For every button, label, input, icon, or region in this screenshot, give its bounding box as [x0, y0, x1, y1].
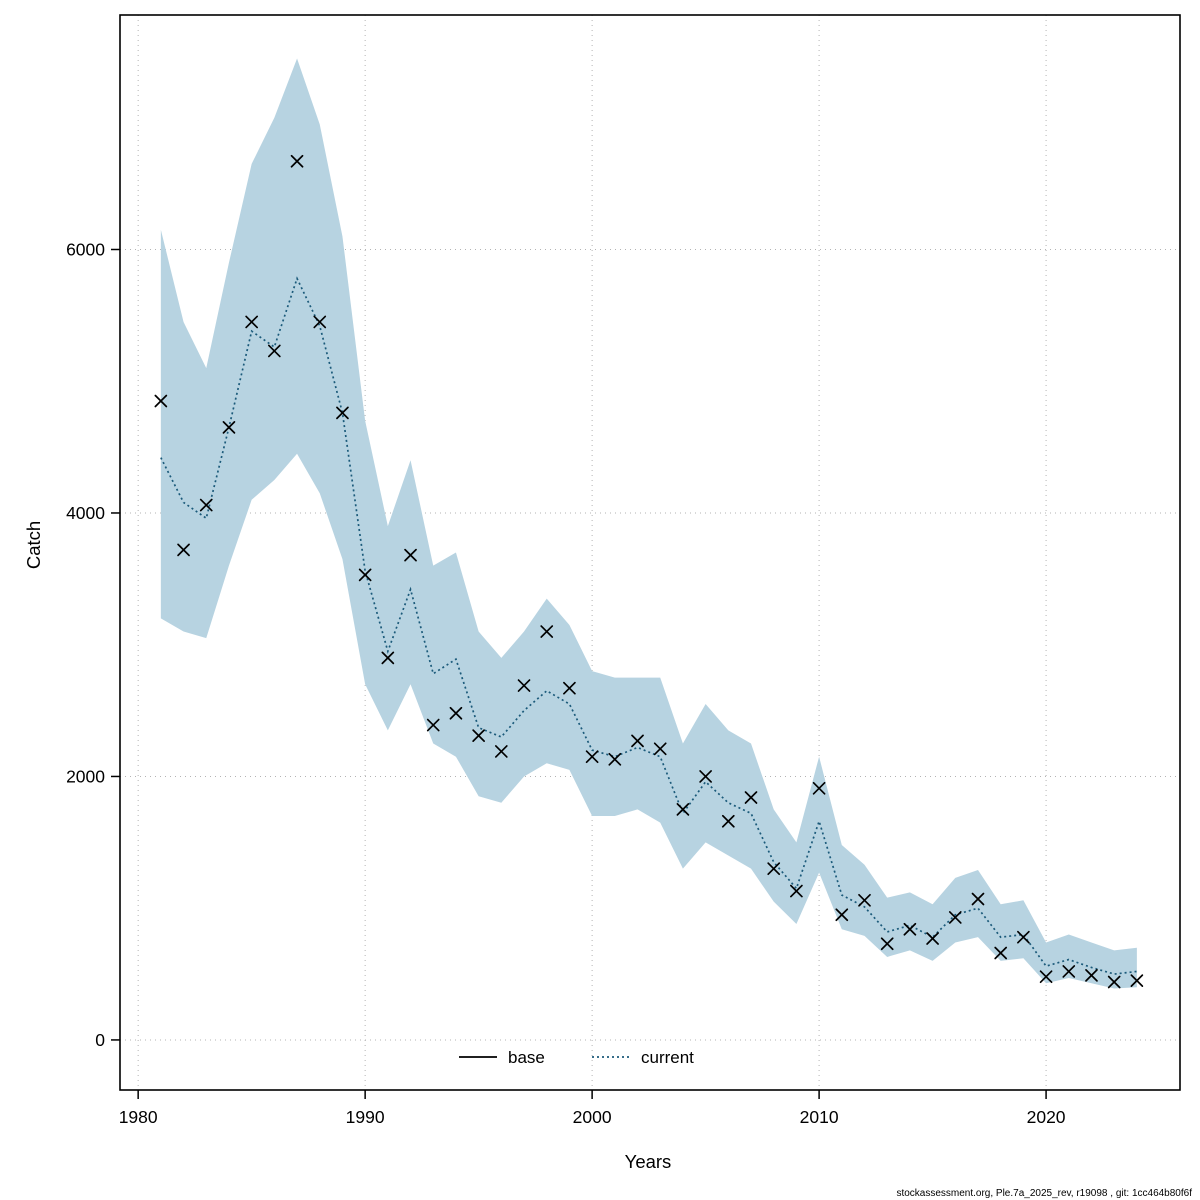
base-x-marker	[721, 814, 735, 828]
base-x-marker	[631, 734, 644, 748]
base-x-marker	[812, 781, 826, 795]
plot-frame	[119, 14, 1181, 1091]
base-x-marker	[381, 651, 395, 665]
x-tick-label: 2010	[800, 1107, 839, 1127]
base-x-marker	[608, 752, 622, 766]
base-x-marker	[1017, 930, 1030, 944]
base-x-marker	[199, 498, 213, 512]
base-x-marker	[177, 543, 190, 557]
x-tick-label: 2020	[1027, 1107, 1066, 1127]
axis-ticks: 1980 1990 2000 2010 2020 0 2000 4000 6000	[66, 239, 1066, 1127]
base-x-marker	[472, 729, 485, 742]
legend: base current	[459, 1048, 694, 1067]
base-x-marker	[1085, 969, 1098, 982]
legend-base-label: base	[508, 1048, 545, 1067]
y-tick-label: 6000	[66, 239, 105, 259]
base-x-marker	[494, 745, 508, 758]
base-markers	[154, 154, 1144, 989]
y-tick-label: 2000	[66, 766, 105, 786]
base-x-marker	[426, 718, 440, 732]
base-x-marker	[336, 406, 349, 420]
x-tick-label: 2000	[573, 1107, 612, 1127]
base-x-marker	[903, 922, 917, 936]
base-x-marker	[449, 706, 463, 720]
plot-border	[119, 14, 1181, 1091]
base-x-marker	[585, 750, 599, 764]
base-x-marker	[313, 315, 327, 329]
base-x-marker	[517, 679, 531, 692]
base-x-marker	[267, 344, 281, 358]
base-x-marker	[222, 420, 236, 434]
base-x-marker	[744, 791, 758, 804]
base-x-marker	[835, 908, 849, 922]
base-x-marker	[1039, 970, 1053, 984]
base-x-marker	[880, 937, 894, 951]
base-x-marker	[245, 315, 258, 329]
x-axis-label: Years	[625, 1151, 672, 1172]
base-x-marker	[358, 568, 372, 582]
footer-citation: stockassessment.org, Ple.7a_2025_rev, r1…	[896, 1188, 1192, 1199]
base-x-marker	[1107, 975, 1121, 989]
base-x-marker	[858, 893, 871, 907]
base-x-marker	[1062, 965, 1076, 978]
base-x-marker	[404, 548, 417, 562]
base-x-marker	[653, 742, 667, 756]
base-x-marker	[971, 892, 985, 906]
current-line	[160, 276, 1137, 975]
confidence-band	[160, 58, 1137, 989]
y-axis-label: Catch	[23, 521, 44, 569]
legend-current-label: current	[641, 1048, 694, 1067]
y-tick-label: 4000	[66, 503, 105, 523]
base-x-marker	[154, 394, 168, 408]
base-x-marker	[767, 862, 781, 876]
y-tick-label: 0	[95, 1030, 105, 1050]
base-x-marker	[994, 946, 1008, 960]
base-x-marker	[790, 884, 803, 898]
base-x-marker	[676, 803, 690, 816]
base-x-marker	[1130, 974, 1144, 988]
base-x-marker	[699, 770, 712, 783]
base-x-marker	[563, 681, 576, 695]
confidence-band-area	[160, 58, 1137, 989]
current-series-line	[160, 276, 1137, 975]
x-tick-label: 1990	[346, 1107, 385, 1127]
base-x-marker	[948, 911, 962, 924]
base-x-marker	[926, 932, 939, 945]
x-tick-label: 1980	[119, 1107, 158, 1127]
base-x-marker	[540, 625, 554, 638]
base-x-marker	[290, 154, 304, 168]
